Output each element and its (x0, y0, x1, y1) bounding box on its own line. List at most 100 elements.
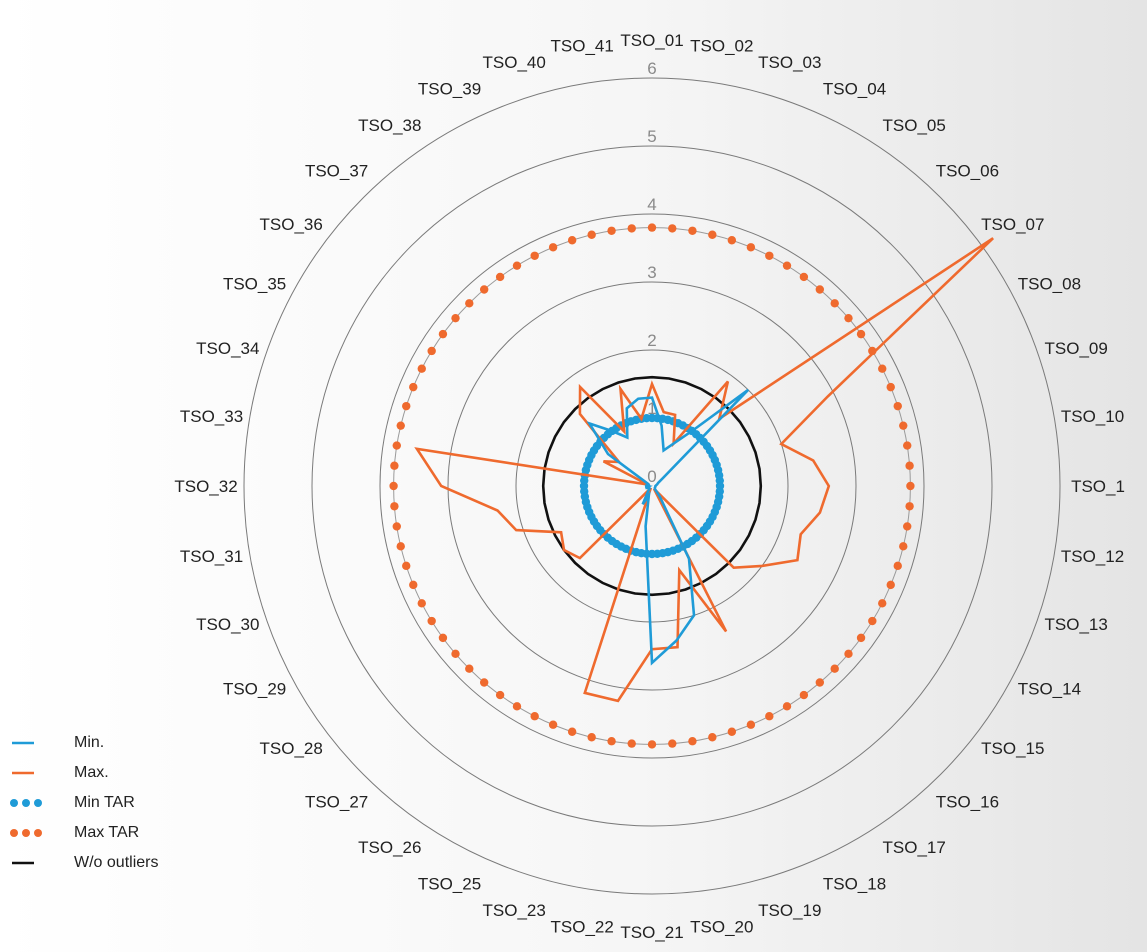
series-max-tar-point (409, 580, 418, 590)
category-label: TSO_30 (196, 615, 259, 634)
series-max-tar-point (427, 346, 436, 356)
series-max-tar-point (627, 739, 636, 748)
series-max-tar-point (899, 421, 908, 430)
legend-swatch-min (12, 741, 34, 745)
series-max-tar-point (906, 481, 915, 491)
r-tick-label: 3 (647, 263, 656, 282)
category-label: TSO_38 (358, 116, 421, 135)
series-max-tar-point (567, 727, 577, 736)
grid-ring (243, 77, 1061, 895)
series-max-tar-point (844, 649, 853, 659)
legend-swatch-without-outliers (12, 861, 34, 865)
series-max-tar-point (830, 299, 839, 308)
series-max-tar-point (688, 737, 697, 746)
category-label: TSO_22 (551, 918, 614, 937)
series-max-tar-point (668, 224, 677, 233)
series-max-tar-point (587, 733, 596, 742)
category-label: TSO_36 (260, 215, 323, 234)
category-label: TSO_37 (305, 162, 368, 181)
grid-ring (311, 145, 993, 827)
series-min-tar-point (642, 414, 651, 423)
grid-ring (379, 213, 925, 759)
series-max-tar-point (878, 599, 887, 608)
series-max-tar-point (899, 542, 908, 551)
series-min-line (586, 388, 750, 666)
grid-ring (515, 349, 789, 623)
series-max-tar-point (765, 251, 774, 260)
series-max-tar-point (893, 561, 902, 571)
series-max-tar-point (465, 664, 474, 673)
r-tick-label: 4 (647, 195, 656, 214)
legend-label-without-outliers: W/o outliers (74, 854, 159, 871)
category-label: TSO_02 (690, 37, 753, 56)
category-label: TSO_18 (823, 874, 886, 893)
r-tick-label: 5 (647, 127, 656, 146)
series-max-tar-point (396, 421, 405, 430)
series-max-tar-point (417, 364, 426, 373)
legend-swatch-max-tar (10, 829, 42, 837)
category-label: TSO_39 (418, 80, 481, 99)
series-max-tar-point (746, 243, 756, 252)
series-max-tar-point (727, 236, 737, 245)
series-max-tar-point (438, 633, 448, 643)
series-max-tar-point (830, 664, 839, 673)
series-max-tar-point (799, 272, 809, 282)
series-max-tar-point (548, 720, 558, 729)
legend: Min. Max. Min TAR Max TAR W/o outliers (8, 728, 158, 878)
legend-label-min-tar: Min TAR (74, 794, 135, 811)
series-max-tar-point (607, 226, 616, 235)
series-max-tar-point (451, 313, 460, 323)
series-max-tar-point (451, 649, 460, 659)
r-tick-label: 6 (647, 59, 656, 78)
legend-item-min-tar: Min TAR (8, 788, 158, 818)
series-max-tar-point (587, 230, 596, 239)
legend-swatch-max (12, 771, 34, 775)
series-max-tar-point (402, 561, 411, 571)
category-label: TSO_35 (223, 275, 286, 294)
series-max-tar-point (427, 616, 436, 626)
category-label: TSO_04 (823, 80, 886, 99)
series-max-tar-point (799, 690, 809, 700)
series-max-tar-point (548, 243, 558, 252)
legend-label-max: Max. (74, 764, 109, 781)
series-max-tar-point (495, 690, 505, 700)
category-label: TSO_17 (883, 838, 946, 857)
category-label: TSO_15 (981, 739, 1044, 758)
category-label: TSO_09 (1045, 339, 1108, 358)
series-max-tar-point (708, 230, 717, 239)
series-max-tar-point (668, 739, 677, 748)
r-tick-label: 0 (647, 467, 656, 486)
series-max-tar-point (417, 599, 426, 608)
category-label: TSO_19 (758, 901, 821, 920)
legend-label-max-tar: Max TAR (74, 824, 140, 841)
series-max-tar-point (392, 522, 401, 531)
series-max-tar-point (886, 580, 895, 590)
series-max-tar-point (905, 461, 914, 470)
grid-ring (447, 281, 857, 691)
category-label: TSO_13 (1045, 615, 1108, 634)
series-max-tar-point (868, 616, 877, 626)
series-max-tar-point (567, 236, 577, 245)
series-max-tar-point (688, 226, 697, 235)
series-max-tar-point (815, 285, 825, 294)
series-max-tar-point (893, 401, 902, 411)
series-max-tar-point (389, 481, 398, 491)
series-max-tar-point (392, 441, 401, 450)
category-label: TSO_06 (936, 162, 999, 181)
category-label: TSO_08 (1018, 275, 1081, 294)
series-max-tar-point (479, 285, 489, 294)
series-max-tar-point (815, 678, 825, 687)
r-tick-label: 2 (647, 331, 656, 350)
series-max-tar-point (905, 502, 914, 511)
series-max-tar-point (647, 223, 657, 232)
series-max-tar-point (465, 299, 474, 308)
series-max-tar-point (530, 712, 539, 721)
category-label: TSO_34 (196, 339, 259, 358)
category-label: TSO_20 (690, 918, 753, 937)
category-label: TSO_31 (180, 547, 243, 566)
series-max-tar-point (512, 702, 522, 711)
category-label: TSO_33 (180, 407, 243, 426)
category-label: TSO_14 (1018, 680, 1081, 699)
